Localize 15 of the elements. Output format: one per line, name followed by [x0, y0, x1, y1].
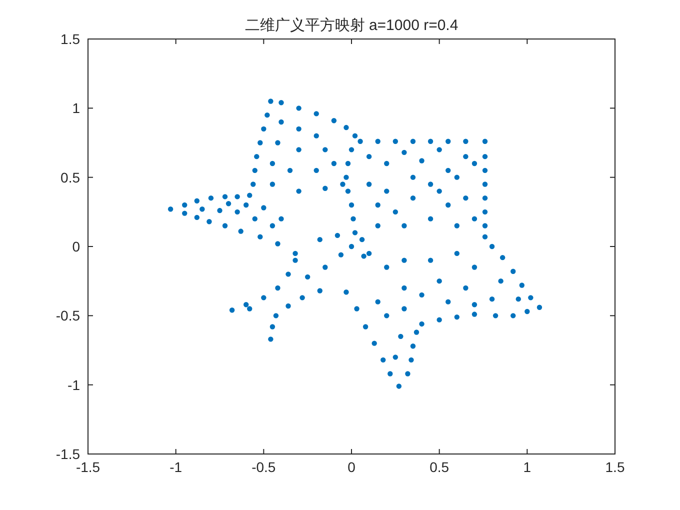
y-tick-label: 0	[72, 238, 80, 254]
x-tick-label: 0.5	[430, 459, 450, 475]
y-tick-label: -1	[68, 376, 80, 393]
x-tick-label: 0	[348, 459, 356, 475]
y-tick-label: -1.5	[56, 446, 80, 462]
x-tick-label: 1	[523, 459, 532, 475]
x-tick-label: -1	[170, 459, 182, 475]
title: 二维广义平方映射 a=1000 r=0.4	[244, 17, 458, 34]
y-tick-label: 1	[72, 100, 80, 116]
y-tick-label: -0.5	[56, 308, 80, 324]
y-tick-label: 1.5	[60, 31, 80, 47]
x-tick-label: -1.5	[76, 459, 100, 475]
x-tick-label: 1.5	[605, 459, 625, 475]
x-tick-label: -0.5	[252, 459, 276, 475]
y-tick-label: 0.5	[60, 169, 80, 186]
